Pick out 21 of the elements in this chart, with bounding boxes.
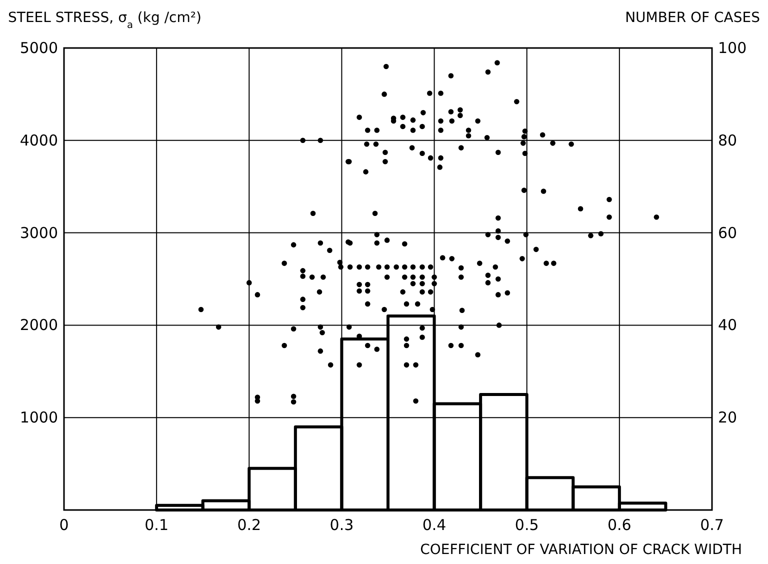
x-tick-label: 0.2 <box>237 516 262 534</box>
x-axis-title: COEFFICIENT OF VARIATION OF CRACK WIDTH <box>420 542 742 558</box>
x-tick-label: 0.7 <box>700 516 724 534</box>
x-tick-label: 0 <box>59 516 69 534</box>
y-tick-label: 1000 <box>20 408 58 427</box>
x-tick-label: 0.3 <box>330 516 354 534</box>
y-tick-label: 3000 <box>20 224 58 242</box>
x-tick-label: 0.6 <box>608 516 632 534</box>
y2-axis-title: NUMBER OF CASES <box>625 10 760 26</box>
y2-tick-label: 60 <box>718 224 738 242</box>
x-tick-label: 0.1 <box>144 516 168 534</box>
x-tick-label: 0.4 <box>422 516 446 534</box>
y2-tick-label: 40 <box>718 316 738 334</box>
y-tick-label: 4000 <box>20 131 58 150</box>
x-tick-label: 0.5 <box>514 516 539 534</box>
y2-tick-label: 80 <box>718 131 738 150</box>
y2-tick-label: 100 <box>718 39 747 57</box>
y-axis-title: STEEL STRESS, σ$_{a}$ (kg /cm²) <box>8 10 202 30</box>
y-tick-label: 5000 <box>20 39 58 57</box>
y-tick-label: 2000 <box>20 316 58 334</box>
y2-tick-label: 20 <box>718 408 738 427</box>
